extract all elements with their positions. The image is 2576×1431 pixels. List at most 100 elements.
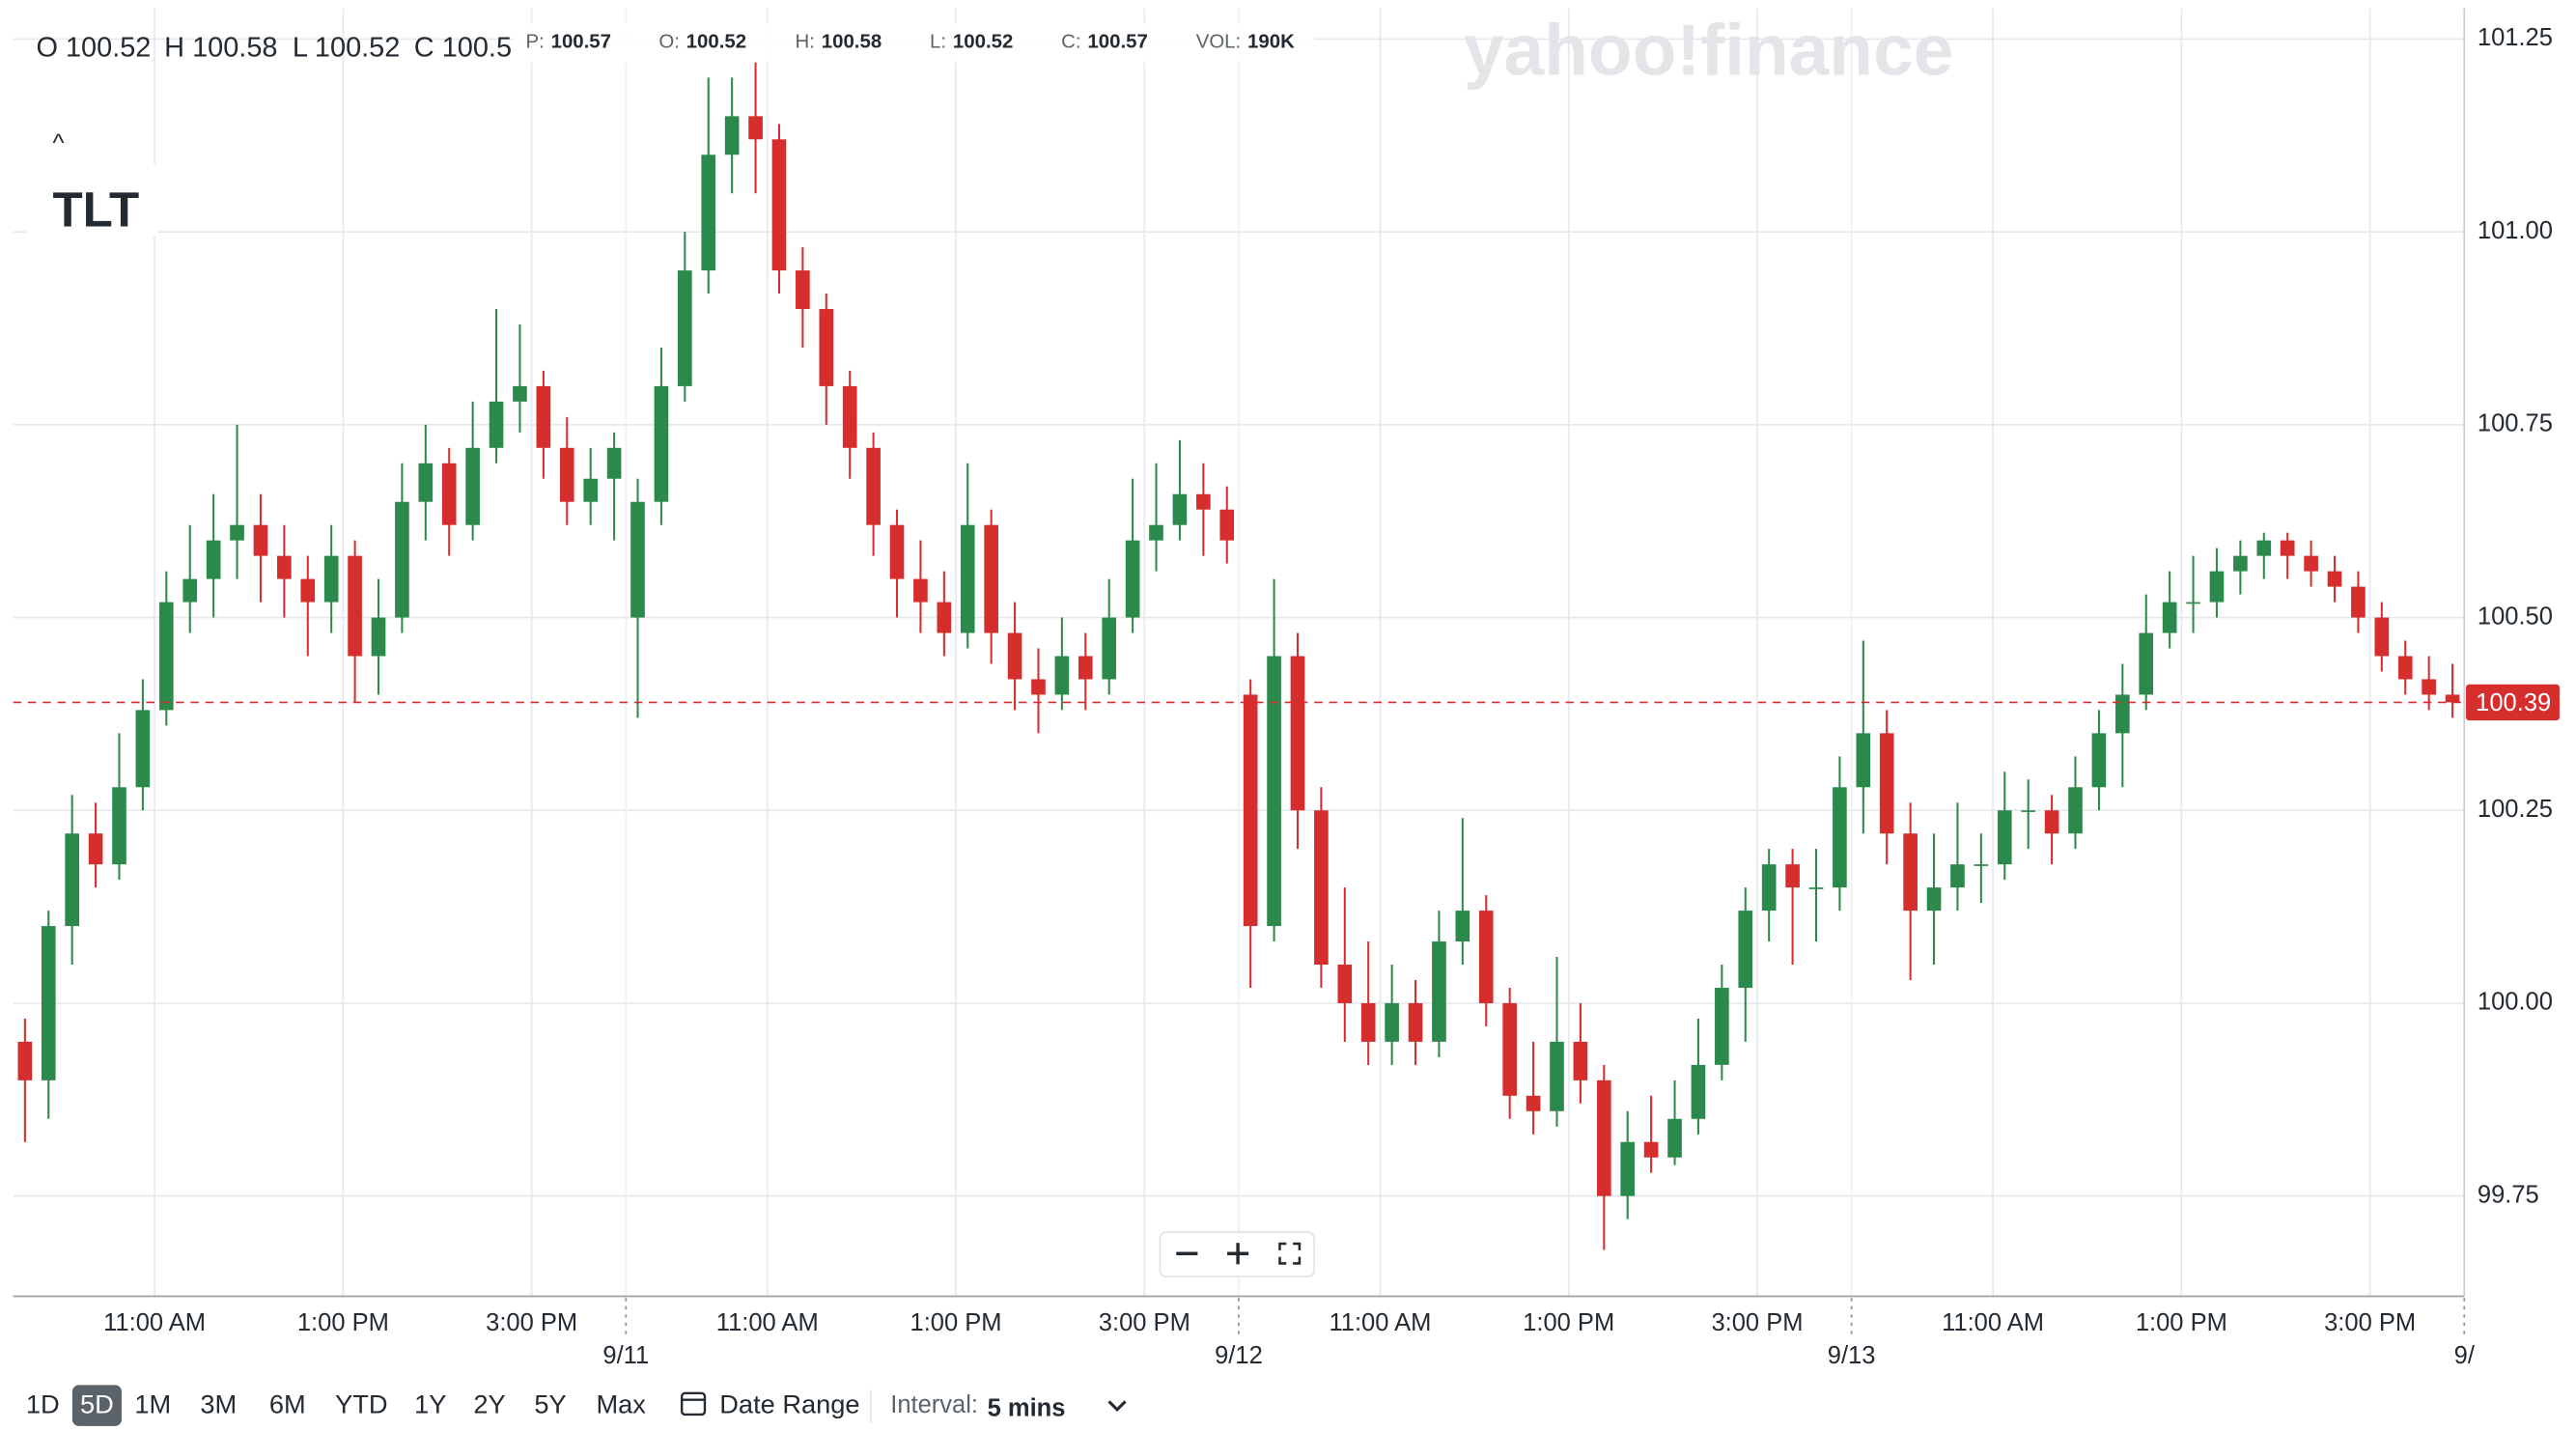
range-button[interactable]: 3M (200, 1389, 237, 1419)
candle-body (1149, 524, 1163, 541)
candle-body (277, 555, 292, 579)
candle-body (1219, 509, 1235, 541)
candle-body (2044, 810, 2059, 834)
x-tick-label: 1:00 PM (2136, 1309, 2227, 1336)
candle-body (182, 578, 198, 603)
candle-body (253, 524, 268, 556)
candle-body (2162, 602, 2177, 633)
candle-body (2139, 632, 2154, 695)
x-tick-label: 3:00 PM (486, 1309, 577, 1336)
candle-body (606, 447, 622, 479)
candle-body (1031, 679, 1046, 695)
candle-body (724, 116, 740, 155)
candle-body (1667, 1118, 1682, 1158)
tooltip-value: 100.52 (686, 32, 746, 53)
candle-body (1102, 617, 1117, 680)
candle-body (1196, 493, 1211, 510)
candle-body (112, 787, 126, 865)
toolbar: 1D 5D 1M 3M 6M YTD 1Y 2Y 5Y Max Date Range Interval… (26, 1385, 1127, 1426)
candle-body (1078, 656, 1093, 680)
collapse-caret[interactable]: ^ (52, 129, 64, 156)
date-label: 9/ (2454, 1342, 2476, 1369)
candle-body (2351, 586, 2366, 618)
candle-body (1125, 540, 1140, 618)
candle-body (678, 270, 692, 386)
candle-body (1314, 810, 1329, 966)
candle-body (348, 555, 362, 657)
x-tick-label: 11:00 AM (1329, 1309, 1431, 1336)
candle-body (1926, 887, 1942, 912)
candle-body (2256, 540, 2272, 556)
tooltip-label: H: (796, 32, 815, 53)
candle-body (441, 463, 457, 525)
range-button[interactable]: 6M (269, 1389, 306, 1419)
y-tick-label: 101.25 (2478, 24, 2553, 51)
range-button[interactable]: 1D (26, 1389, 60, 1419)
candle-body (1550, 1041, 1564, 1111)
date-label: 9/13 (1828, 1342, 1876, 1369)
candle-body (2327, 571, 2342, 587)
tooltip-value: 100.57 (551, 32, 611, 53)
candle-body (513, 385, 527, 402)
y-tick-label: 100.25 (2478, 796, 2553, 823)
candle-body (1738, 911, 1753, 988)
candle-body (984, 524, 998, 633)
candle-body (1502, 1002, 1517, 1096)
range-button[interactable]: 1Y (414, 1389, 446, 1419)
candle-body (701, 154, 716, 271)
candle-body (819, 309, 834, 386)
candle-body (1455, 911, 1470, 942)
candle-body (1643, 1141, 1659, 1158)
candle-body (135, 710, 151, 788)
last-price-label: 100.39 (2476, 689, 2551, 716)
interval-chevron[interactable] (1107, 1400, 1127, 1413)
candle-body (913, 578, 928, 603)
candle-body (2304, 555, 2318, 572)
candle-body (2422, 679, 2436, 695)
candle-body (583, 478, 599, 502)
candle-body (2397, 656, 2413, 680)
tooltip-value: 100.57 (1087, 32, 1147, 53)
candle-body (1974, 864, 1989, 866)
candle-body (2021, 810, 2036, 812)
x-tick-label: 3:00 PM (1711, 1309, 1803, 1336)
range-button[interactable]: 1M (134, 1389, 171, 1419)
candles (17, 62, 2460, 1250)
candle-body (206, 540, 221, 579)
ticker: TLT (52, 182, 139, 238)
range-button[interactable]: YTD (335, 1389, 387, 1419)
x-tick-label: 11:00 AM (716, 1309, 819, 1336)
x-tick-label: 11:00 AM (1942, 1309, 2044, 1336)
candle-body (796, 270, 810, 310)
candle-body (1290, 656, 1305, 811)
ohlc-header: C 100.5 (414, 33, 512, 64)
candle-body (395, 501, 409, 618)
range-button[interactable]: 2Y (473, 1389, 505, 1419)
candle-body (960, 524, 975, 633)
tooltip-label: VOL: (1196, 32, 1242, 53)
candle-body (2209, 571, 2225, 603)
range-button[interactable]: 5D (80, 1389, 114, 1419)
candle-body (1879, 733, 1894, 834)
candle-body (536, 385, 551, 448)
date-range-button[interactable]: Date Range (719, 1389, 859, 1419)
candle-body (41, 926, 56, 1080)
candle-body (1385, 1002, 1399, 1042)
candle-body (1337, 965, 1353, 1003)
candle-body (1620, 1141, 1636, 1196)
candle-body (1596, 1080, 1611, 1196)
candle-body (1172, 493, 1188, 525)
fullscreen[interactable] (1278, 1242, 1302, 1265)
candle-body (1007, 632, 1022, 680)
interval-value[interactable]: 5 mins (988, 1395, 1066, 1422)
y-tick-label: 101.00 (2478, 217, 2553, 244)
candle-body (465, 447, 480, 525)
last-price-box (2465, 684, 2560, 721)
y-tick-label: 100.75 (2478, 410, 2553, 437)
range-button[interactable]: Max (596, 1389, 646, 1419)
x-tick-label: 3:00 PM (1099, 1309, 1190, 1336)
range-button[interactable]: 5Y (534, 1389, 566, 1419)
